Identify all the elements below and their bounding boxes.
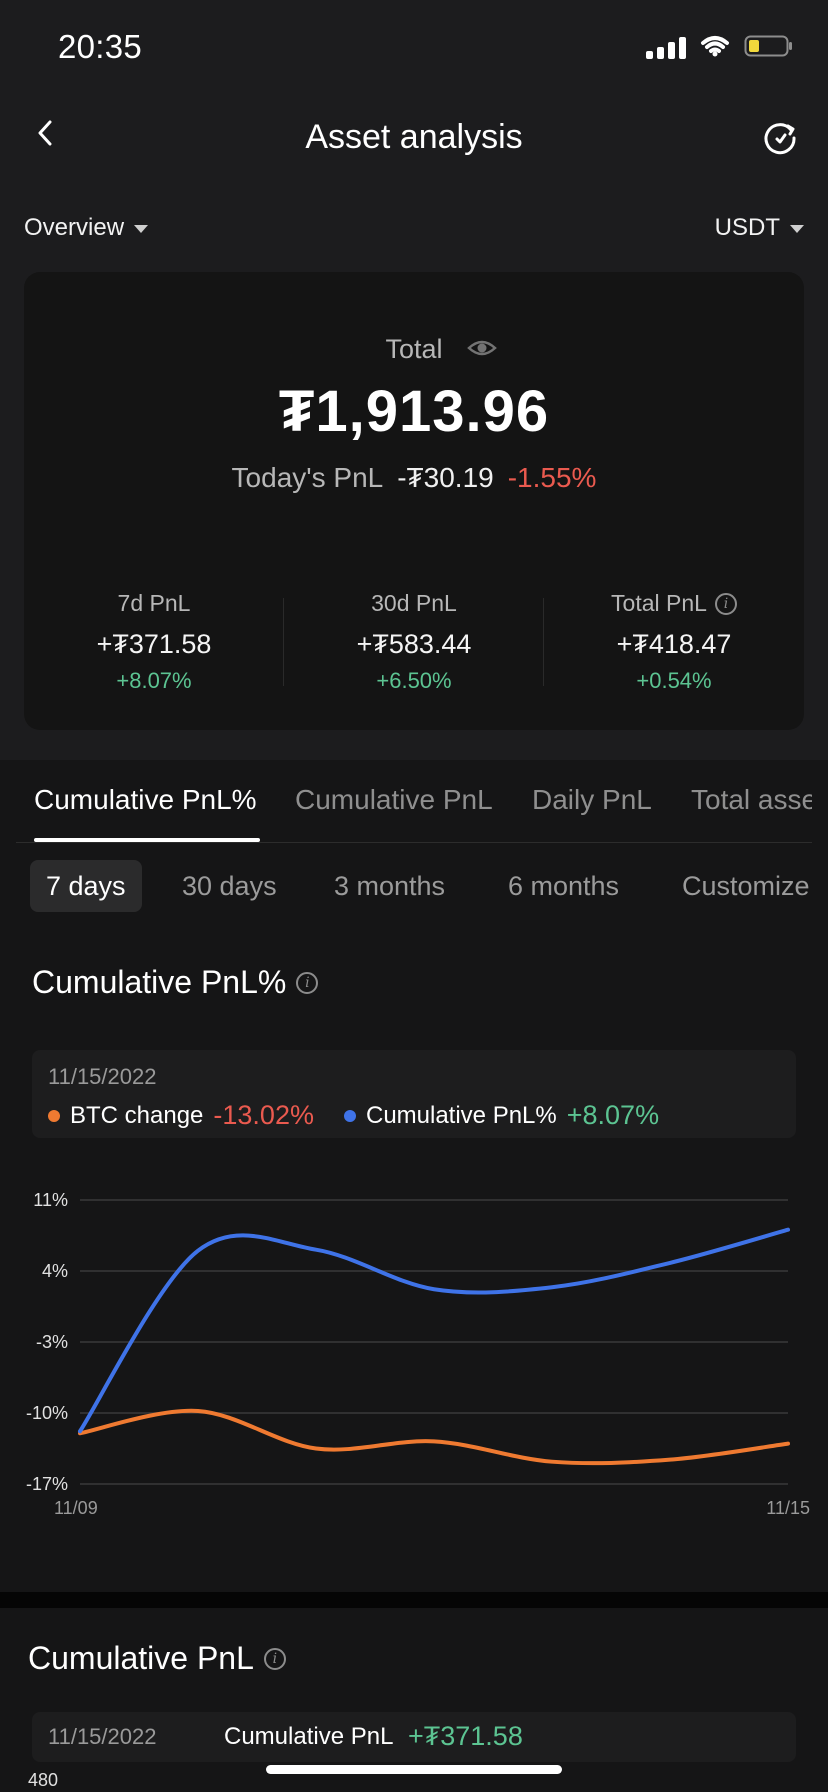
info-icon[interactable]: i [296, 971, 319, 994]
today-pnl-row: Today's PnL -₮30.19 -1.55% [24, 462, 804, 494]
bottom-title: Cumulative PnL [28, 1640, 254, 1676]
pnl-legend-value: +8.07% [566, 1100, 660, 1130]
x-tick-label: 11/15 [766, 1498, 810, 1518]
btc-dot-icon [48, 1109, 60, 1122]
page-title: Asset analysis [305, 118, 523, 156]
y-tick-label: 4% [42, 1261, 68, 1281]
stat-divider [543, 598, 544, 686]
range-customize[interactable]: Customize [682, 870, 810, 901]
stat-total-percent: +0.54% [636, 668, 712, 693]
pnl-dot-icon [343, 1109, 356, 1122]
tab-total-assets[interactable]: Total asse [691, 784, 812, 815]
bottom-legend-value: +₮371.58 [408, 1721, 523, 1751]
stat-total-value: +₮418.47 [616, 629, 732, 659]
home-indicator[interactable] [266, 1765, 562, 1774]
cumulative-pnl-percent-line [78, 1227, 790, 1434]
refresh-button[interactable] [760, 118, 800, 158]
battery-icon [744, 34, 794, 58]
info-icon[interactable]: i [714, 592, 737, 615]
caret-down-icon [134, 225, 149, 233]
bottom-legend-date: 11/15/2022 [48, 1724, 157, 1749]
chart-section-title: Cumulative PnL% i [32, 964, 319, 1001]
currency-selector[interactable]: USDT [715, 214, 804, 242]
stat-total: Total PnL i +₮418.47 +0.54% [544, 590, 804, 694]
pnl-legend-label: Cumulative PnL% [365, 1101, 557, 1129]
refresh-icon [764, 123, 796, 155]
signal-icon [646, 33, 686, 59]
x-tick-label: 11/09 [54, 1498, 98, 1518]
tab-cumulative-pnl-percent[interactable]: Cumulative PnL% [34, 784, 257, 815]
overview-selector[interactable]: Overview [24, 214, 149, 242]
bottom-axis-label: 480 [28, 1770, 59, 1790]
y-tick-label: -17% [26, 1474, 68, 1494]
stat-7d-label: 7d PnL [117, 590, 191, 616]
total-label: Total [385, 334, 443, 364]
bottom-legend: 11/15/2022 Cumulative PnL +₮371.58 [32, 1712, 796, 1762]
line-chart: 11% 4% -3% -10% -17% 11/09 11/15 [26, 1190, 810, 1518]
stat-divider [283, 598, 284, 686]
section-separator [0, 1592, 828, 1608]
eye-icon[interactable] [467, 338, 497, 363]
today-pnl-percent: -1.55% [507, 462, 597, 493]
bottom-legend-label: Cumulative PnL [224, 1723, 394, 1750]
status-time: 20:35 [58, 28, 143, 65]
stat-total-label: Total PnL [611, 590, 707, 616]
y-tick-label: -3% [36, 1332, 68, 1352]
chevron-left-icon [38, 120, 52, 146]
total-value: ₮1,913.96 [278, 379, 550, 444]
stat-30d-label: 30d PnL [371, 590, 457, 616]
analysis-content: Cumulative PnL% Cumulative PnL Daily PnL… [0, 760, 828, 1592]
overview-label: Overview [24, 214, 125, 241]
stat-30d-value: +₮583.44 [356, 629, 472, 659]
today-pnl-label: Today's PnL [231, 462, 384, 493]
status-icons [646, 33, 794, 59]
tab-active-indicator [34, 838, 260, 842]
analysis-tabs: Cumulative PnL% Cumulative PnL Daily PnL… [16, 760, 812, 843]
pnl-stats: 7d PnL +₮371.58 +8.07% 30d PnL +₮583.44 … [24, 590, 804, 694]
chart-title: Cumulative PnL% [32, 964, 287, 1000]
stat-7d: 7d PnL +₮371.58 +8.07% [24, 590, 284, 694]
range-3-months[interactable]: 3 months [334, 870, 446, 901]
bottom-section-title: Cumulative PnL i [28, 1640, 286, 1677]
info-icon[interactable]: i [263, 1647, 286, 1670]
stat-7d-percent: +8.07% [116, 668, 192, 693]
stat-30d: 30d PnL +₮583.44 +6.50% [284, 590, 544, 694]
range-7-days[interactable]: 7 days [30, 860, 142, 912]
stat-total-label-wrap: Total PnL i [611, 590, 737, 617]
top-section: 20:35 [0, 0, 828, 760]
currency-label: USDT [714, 214, 780, 241]
cumulative-pnl-section: Cumulative PnL i 11/15/2022 Cumulative P… [0, 1608, 828, 1792]
chart-legend: 11/15/2022 BTC change -13.02% Cumulative… [32, 1050, 796, 1138]
cumulative-pnl-chart: 11% 4% -3% -10% -17% 11/09 11/15 [0, 1172, 828, 1532]
range-6-months[interactable]: 6 months [508, 870, 620, 901]
y-tick-label: -10% [26, 1403, 68, 1423]
legend-date: 11/15/2022 [48, 1064, 157, 1089]
legend-row: BTC change -13.02% Cumulative PnL% +8.07… [48, 1100, 659, 1131]
stat-7d-value: +₮371.58 [96, 629, 212, 659]
wifi-icon [700, 34, 730, 58]
range-30-days[interactable]: 30 days [182, 870, 277, 901]
btc-legend-label: BTC change [70, 1101, 204, 1129]
back-button[interactable] [26, 112, 68, 154]
tab-cumulative-pnl[interactable]: Cumulative PnL [295, 784, 493, 815]
stat-30d-percent: +6.50% [376, 668, 452, 693]
y-tick-label: 11% [33, 1190, 68, 1210]
caret-down-icon [790, 225, 804, 233]
summary-card: Total ₮1,913.96 Today's PnL -₮30.19 -1.5… [24, 272, 804, 730]
btc-legend-value: -13.02% [213, 1100, 314, 1130]
tab-daily-pnl[interactable]: Daily PnL [532, 784, 652, 815]
today-pnl-amount: -₮30.19 [397, 462, 494, 493]
btc-change-line [78, 1408, 790, 1466]
